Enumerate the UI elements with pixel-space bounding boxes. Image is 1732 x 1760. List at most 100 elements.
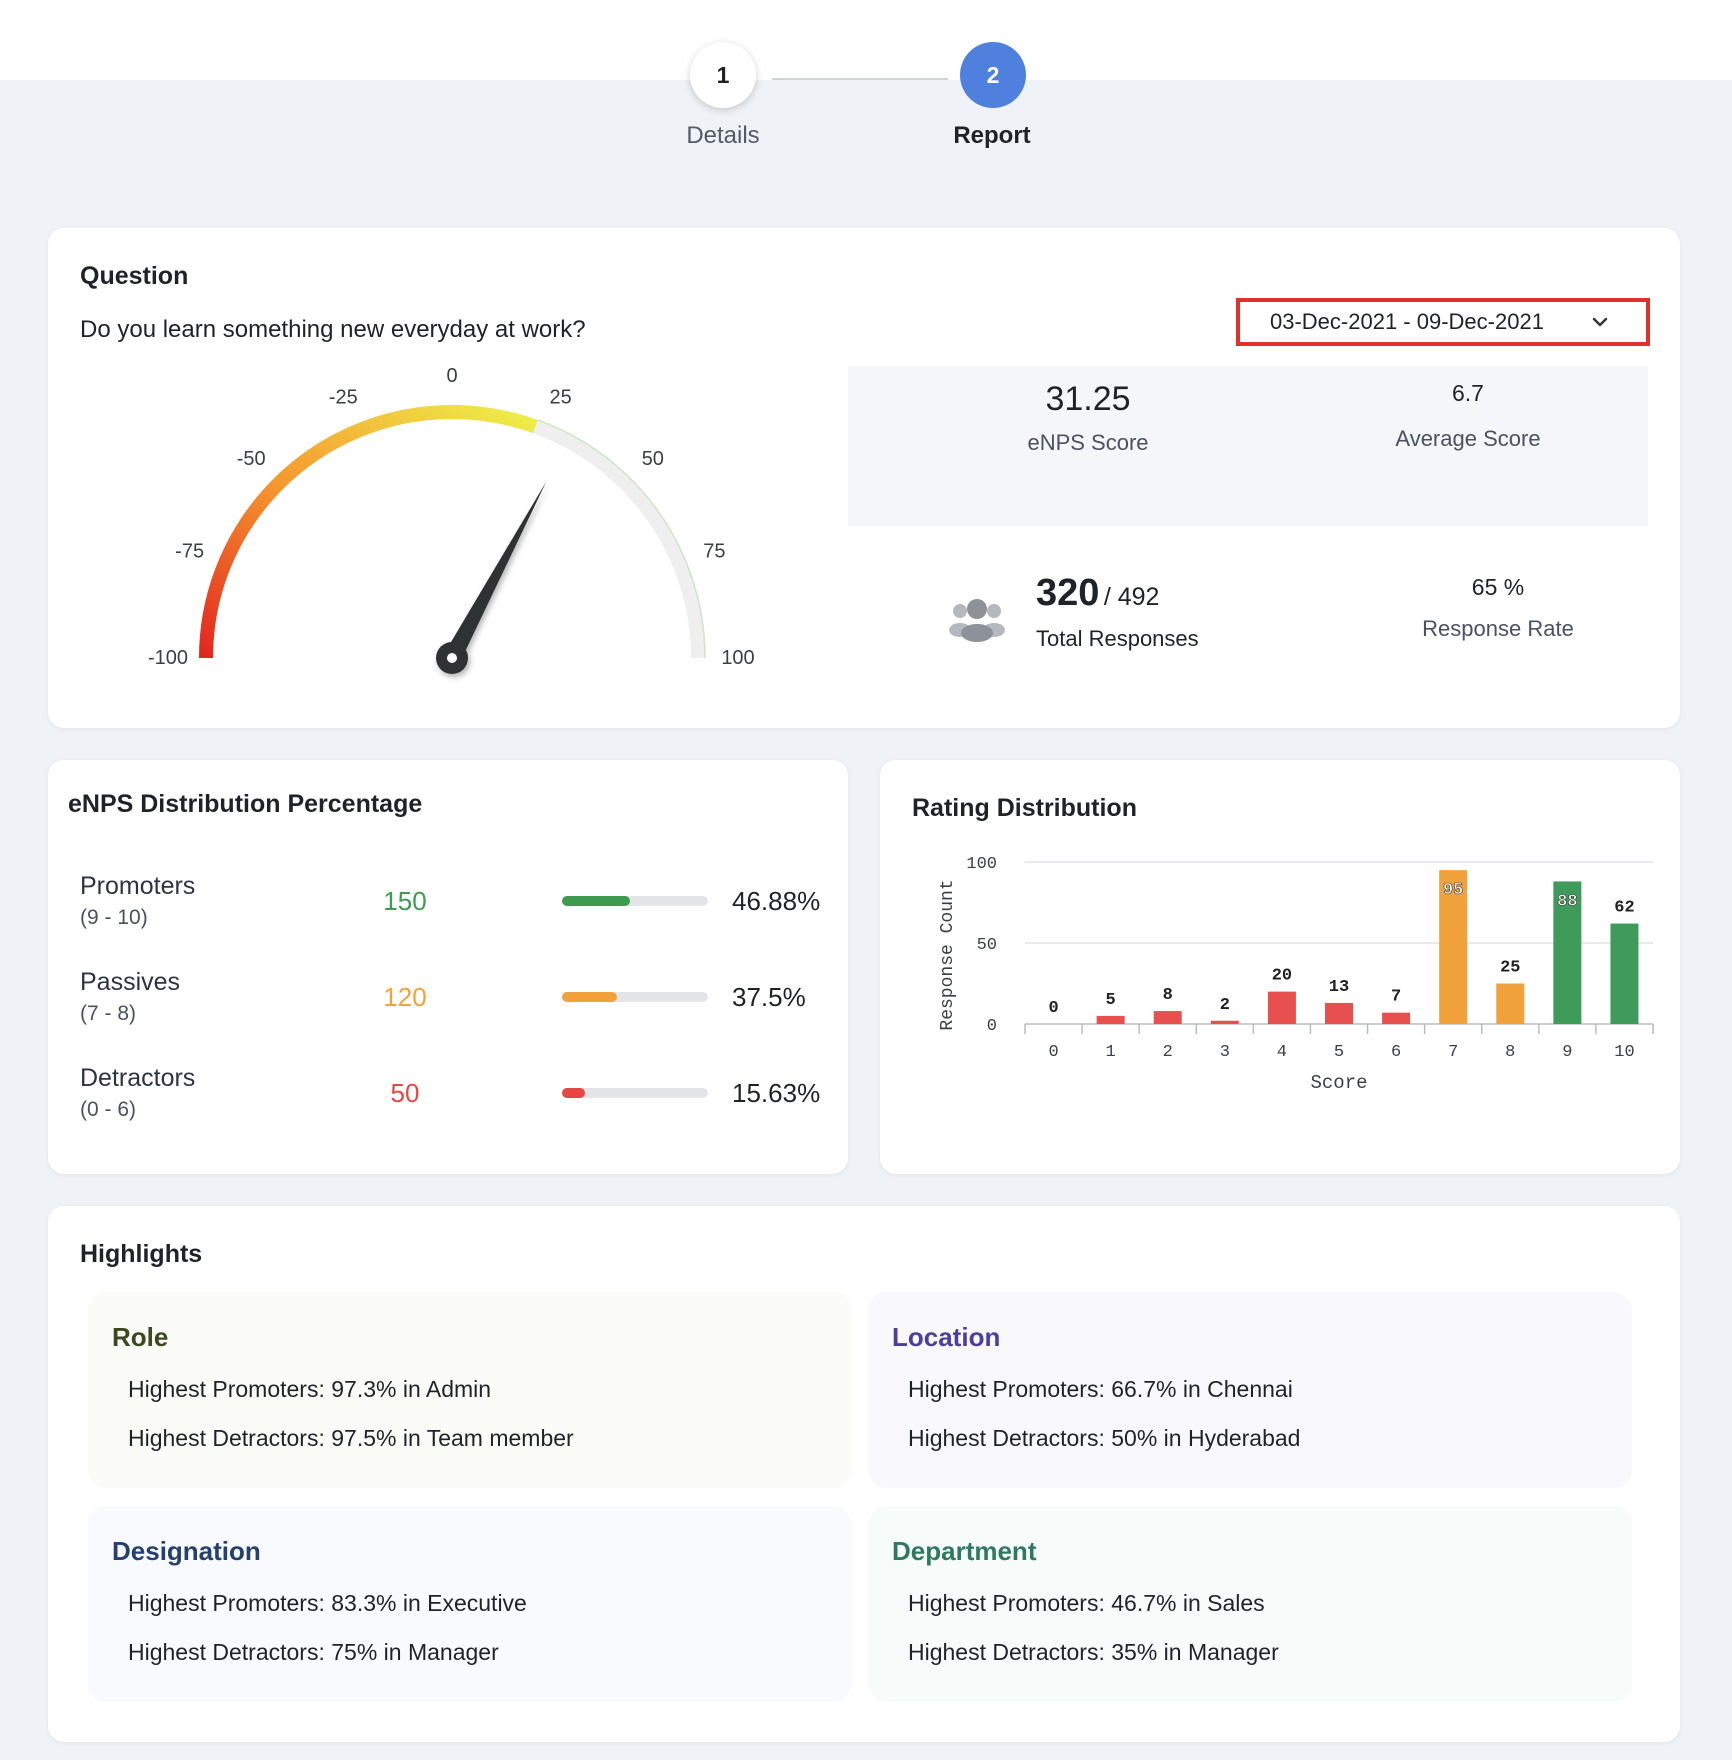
chart-bar <box>1096 1015 1125 1024</box>
distribution-percent: 37.5% <box>732 982 806 1012</box>
gauge-tick-label: -100 <box>148 647 188 669</box>
distribution-name: Promoters <box>80 872 196 900</box>
date-range-select[interactable]: 03-Dec-2021 - 09-Dec-2021 <box>1236 298 1650 346</box>
highlight-detractors: Highest Detractors: 97.5% in Team member <box>128 1425 574 1451</box>
chart-xaxis-title: Score <box>1310 1072 1367 1094</box>
chart-bar <box>1496 983 1525 1024</box>
gauge-tick-label: 25 <box>550 387 572 409</box>
highlight-location: Location Highest Promoters: 66.7% in Che… <box>868 1292 1632 1488</box>
chart-data-label: 25 <box>1500 959 1520 978</box>
highlight-department: Department Highest Promoters: 46.7% in S… <box>868 1506 1632 1702</box>
chart-data-label: 8 <box>1163 986 1173 1005</box>
rating-distribution-card: Rating Distribution 0 50 100 0 0 1 5 2 8 3 2 4 20 5 13… <box>880 760 1680 1174</box>
gauge-needle <box>444 481 547 663</box>
rating-distribution-chart: 0 50 100 0 0 1 5 2 8 3 2 4 20 5 13 6 7 7 95 8 25 9 88 10 62 Score… <box>938 855 1654 1094</box>
gauge-track <box>199 405 705 659</box>
people-icon <box>949 599 1005 642</box>
enps-score-value: 31.25 <box>1045 380 1131 418</box>
chart-xtick-label: 5 <box>1334 1043 1344 1062</box>
chart-yaxis-title: Response Count <box>938 879 958 1030</box>
distribution-bar <box>562 992 708 1002</box>
enps-gauge: -100 -75 -50 -25 0 25 50 75 100 <box>148 368 755 674</box>
distribution-bar <box>562 1088 708 1098</box>
step-details-label[interactable]: Details <box>686 122 760 149</box>
chart-xtick-label: 6 <box>1391 1043 1401 1062</box>
gauge-tick-label: 50 <box>642 448 664 470</box>
chart-data-label: 7 <box>1391 988 1401 1007</box>
responses-value: 320 <box>1036 572 1100 614</box>
gauge-tick-label: -75 <box>175 540 204 562</box>
distribution-count: 150 <box>383 886 427 916</box>
highlight-promoters: Highest Promoters: 66.7% in Chennai <box>908 1376 1293 1402</box>
distribution-bar-fill <box>562 896 631 906</box>
chart-ytick-label: 50 <box>977 936 997 955</box>
highlight-promoters: Highest Promoters: 46.7% in Sales <box>908 1590 1265 1616</box>
chart-data-label: 5 <box>1106 991 1116 1010</box>
highlight-designation: Designation Highest Promoters: 83.3% in … <box>88 1506 852 1702</box>
top-bar <box>0 0 1732 80</box>
distribution-count: 120 <box>383 982 427 1012</box>
chart-data-label: 0 <box>1048 999 1058 1018</box>
distribution-count: 50 <box>390 1078 420 1108</box>
highlight-role: Role Highest Promoters: 97.3% in Admin H… <box>88 1292 852 1488</box>
stepper-connector <box>772 78 948 80</box>
chart-xtick-label: 10 <box>1614 1043 1634 1062</box>
gauge-tick-label: 100 <box>721 647 754 669</box>
highlight-title: Department <box>892 1536 1037 1566</box>
score-summary-panel <box>848 366 1648 526</box>
distribution-range: (7 - 8) <box>80 1002 137 1025</box>
question-card: Question Do you learn something new ever… <box>48 228 1680 728</box>
step-report-label[interactable]: Report <box>953 122 1031 149</box>
date-range-value: 03-Dec-2021 - 09-Dec-2021 <box>1270 309 1544 334</box>
chart-bar <box>1325 1002 1353 1024</box>
chart-data-label: 88 <box>1557 892 1577 911</box>
total-responses-label: Total Responses <box>1036 626 1199 651</box>
highlight-promoters: Highest Promoters: 83.3% in Executive <box>128 1590 527 1616</box>
distribution-bar-fill <box>562 1088 585 1098</box>
rating-distribution-title: Rating Distribution <box>912 794 1137 822</box>
chart-bar <box>1382 1012 1411 1024</box>
total-responses-count: 320 / 492 <box>1036 572 1159 615</box>
average-score-label: Average Score <box>1395 426 1541 451</box>
highlight-title: Designation <box>112 1536 261 1566</box>
gauge-tick-label: -50 <box>237 448 266 470</box>
highlights-title: Highlights <box>80 1240 203 1268</box>
distribution-row-promoters: Promoters (9 - 10) 150 46.88% <box>80 872 840 942</box>
step-report-circle[interactable]: 2 <box>960 42 1026 108</box>
chart-data-label: 62 <box>1614 899 1634 918</box>
chevron-down-icon <box>1592 317 1608 327</box>
chart-bar <box>1210 1020 1239 1024</box>
question-title: Question <box>80 262 189 290</box>
chart-bar <box>1153 1011 1182 1024</box>
step-details-circle[interactable]: 1 <box>690 42 756 108</box>
chart-data-label: 2 <box>1220 996 1230 1015</box>
response-rate-value: 65 % <box>1471 574 1525 600</box>
distribution-bar-fill <box>562 992 617 1002</box>
chart-bar <box>1439 870 1468 1024</box>
gauge-tick-label: 0 <box>446 368 457 387</box>
distribution-name: Passives <box>80 968 181 996</box>
chart-xtick-label: 8 <box>1505 1043 1515 1062</box>
responses-total: / 492 <box>1103 583 1160 611</box>
distribution-bar <box>562 896 708 906</box>
chart-data-label: 20 <box>1272 967 1292 986</box>
highlight-detractors: Highest Detractors: 35% in Manager <box>908 1639 1279 1665</box>
highlights-card: Highlights Role Highest Promoters: 97.3%… <box>48 1206 1680 1742</box>
average-score-value: 6.7 <box>1452 380 1484 406</box>
chart-xtick-label: 7 <box>1448 1043 1458 1062</box>
distribution-percent: 15.63% <box>732 1078 821 1108</box>
chart-xtick-label: 4 <box>1277 1043 1287 1062</box>
question-text: Do you learn something new everyday at w… <box>80 316 586 343</box>
chart-xtick-label: 9 <box>1562 1043 1572 1062</box>
highlight-detractors: Highest Detractors: 50% in Hyderabad <box>908 1425 1301 1451</box>
highlight-title: Location <box>892 1322 1001 1352</box>
distribution-range: (0 - 6) <box>80 1098 137 1121</box>
chart-bar <box>1553 881 1582 1024</box>
gauge-track-edge <box>537 419 706 659</box>
enps-distribution-card: eNPS Distribution Percentage Promoters (… <box>48 760 848 1174</box>
distribution-row-passives: Passives (7 - 8) 120 37.5% <box>80 968 840 1038</box>
distribution-percent: 46.88% <box>732 886 821 916</box>
highlight-detractors: Highest Detractors: 75% in Manager <box>128 1639 499 1665</box>
gauge-tick-label: 75 <box>703 540 725 562</box>
gauge-needle-hub-center <box>447 653 457 663</box>
